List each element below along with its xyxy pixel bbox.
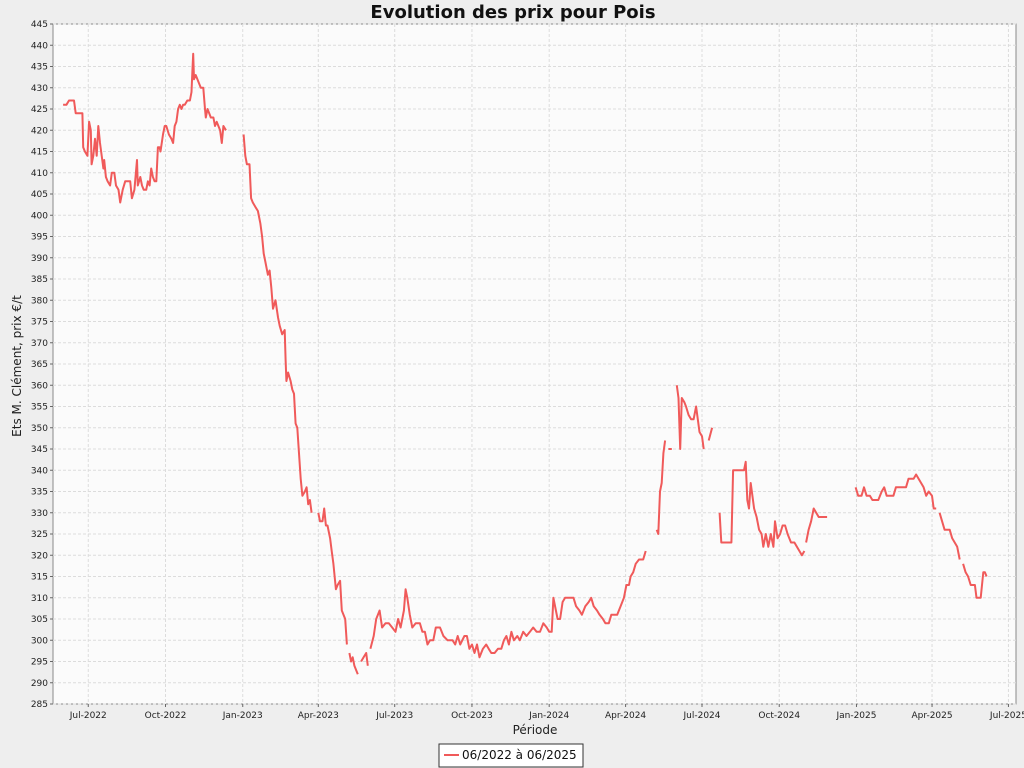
y-tick-label: 410 [31, 169, 48, 179]
y-tick-label: 430 [31, 84, 48, 94]
legend-label: 06/2022 à 06/2025 [462, 748, 577, 762]
series-line-segment [854, 473, 937, 510]
grid-lines [53, 23, 1016, 705]
x-tick-label: Apr-2024 [605, 711, 646, 721]
y-tick-label: 320 [31, 551, 48, 561]
series-line-segment [675, 385, 705, 450]
series-line-segment [317, 507, 348, 645]
y-tick-label: 435 [31, 63, 48, 73]
y-axis-title: Ets M. Clément, prix €/t [10, 295, 24, 437]
series-line-segment [63, 52, 227, 204]
series-line-segment [938, 512, 961, 560]
y-tick-label: 285 [31, 700, 48, 710]
series-line-segment [369, 550, 647, 659]
y-tick-label: 305 [31, 615, 48, 625]
y-tick-label: 295 [31, 658, 48, 668]
y-tick-label: 390 [31, 254, 48, 264]
y-tick-label: 370 [31, 339, 48, 349]
x-tick-label: Jul-2022 [69, 711, 107, 721]
y-tick-label: 330 [31, 509, 48, 519]
x-tick-label: Jan-2025 [835, 711, 876, 721]
series-line-segment [962, 563, 988, 599]
series-lines [63, 52, 988, 675]
legend-box [438, 743, 584, 768]
y-tick-label: 440 [31, 41, 48, 51]
y-tick-label: 415 [31, 148, 48, 158]
series-line-segment [707, 427, 714, 441]
series-line-segment [805, 507, 828, 543]
y-tick-label: 405 [31, 190, 48, 200]
chart-title: Evolution des prix pour Pois [370, 2, 655, 23]
y-tick-label: 365 [31, 360, 48, 370]
legend: 06/2022 à 06/2025 [438, 743, 584, 768]
series-line-segment [655, 440, 667, 535]
y-tick-label: 380 [31, 296, 48, 306]
series-line-segment [718, 460, 806, 557]
x-tick-label: Jul-2023 [375, 711, 413, 721]
y-tick-label: 345 [31, 445, 48, 455]
x-tick-label: Oct-2022 [145, 711, 187, 721]
y-tick-label: 385 [31, 275, 48, 285]
series-line-segment [360, 652, 369, 666]
y-tick-label: 335 [31, 488, 48, 498]
y-tick-label: 445 [31, 20, 48, 30]
x-tick-label: Oct-2024 [758, 711, 800, 721]
x-axis-title: Période [513, 723, 558, 737]
x-tick-label: Apr-2023 [298, 711, 339, 721]
y-tick-label: 350 [31, 424, 48, 434]
series-line-segment [242, 134, 313, 513]
y-tick-label: 290 [31, 679, 48, 689]
y-tick-label: 310 [31, 594, 48, 604]
y-tick-label: 400 [31, 211, 48, 221]
y-tick-label: 355 [31, 403, 48, 413]
y-tick-label: 325 [31, 530, 48, 540]
y-tick-label: 395 [31, 233, 48, 243]
x-tick-label: Jul-2024 [682, 711, 720, 721]
y-tick-label: 300 [31, 636, 48, 646]
y-tick-label: 420 [31, 126, 48, 136]
x-tick-label: Jan-2024 [528, 711, 569, 721]
x-tick-label: Oct-2023 [451, 711, 493, 721]
x-tick-label: Apr-2025 [911, 711, 952, 721]
y-tick-label: 360 [31, 381, 48, 391]
y-axis: 285 290 295 300 305 310 315 320 325 330 335 340 345 3… [31, 20, 53, 710]
y-tick-label: 340 [31, 466, 48, 476]
x-axis: Jul-2022 Oct-2022 Jan-2023 Apr-2023 Jul-2023… [69, 704, 1024, 721]
x-tick-label: Jul-2025 [989, 711, 1024, 721]
y-tick-label: 315 [31, 573, 48, 583]
y-tick-label: 375 [31, 318, 48, 328]
series-line-segment [348, 652, 359, 675]
y-tick-label: 425 [31, 105, 48, 115]
x-tick-label: Jan-2023 [222, 711, 263, 721]
